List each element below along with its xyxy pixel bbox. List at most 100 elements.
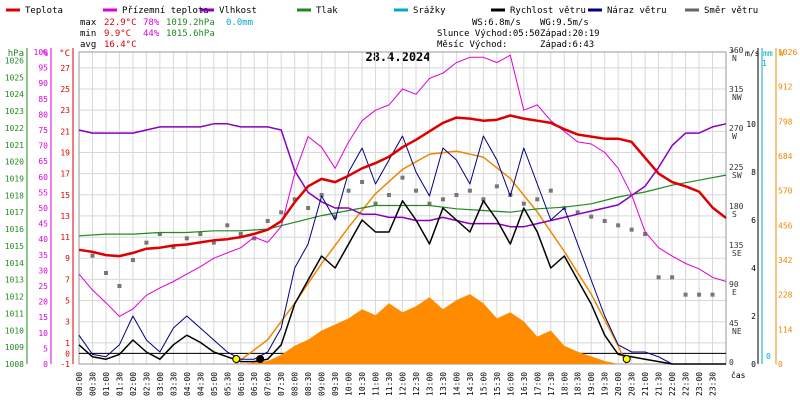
axis-mm-label: mm (763, 49, 773, 58)
x-tick-label: 16:00 (506, 372, 515, 396)
axis-hpa-tick: 1024 (5, 90, 24, 99)
wind-speed-line (78, 200, 726, 365)
axis-mm-tick: 1 (762, 59, 767, 68)
x-tick-label: 06:00 (237, 372, 246, 396)
x-tick-label: 00:30 (88, 372, 97, 396)
x-tick-label: 02:00 (129, 372, 138, 396)
axis-hpa-tick: 1012 (5, 293, 24, 302)
axis-pct-tick: 95 (38, 64, 48, 73)
axis-mm-tick: 0 (766, 352, 771, 361)
wind-direction-point (710, 292, 715, 297)
wind-direction-point (535, 197, 540, 202)
stat-min-label: min (80, 29, 96, 39)
wind-direction-point (333, 214, 338, 219)
stat-max-label: max (80, 18, 97, 28)
x-tick-label: 02:30 (142, 372, 151, 396)
axis-dir-compass: SE (732, 249, 742, 258)
axis-dir-tick: 0 (729, 358, 734, 367)
wind-direction-point (157, 232, 162, 236)
x-tick-label: 15:00 (479, 372, 488, 396)
legend-label-0: Teplota (25, 6, 63, 16)
axis-pct-tick: 15 (38, 313, 48, 322)
x-tick-label: 04:30 (196, 372, 205, 396)
axis-wm2-tick: 1026 (778, 48, 797, 57)
x-tick-label: 09:30 (331, 372, 340, 396)
axis-ms-tick: 4 (751, 264, 756, 273)
axis-pct-tick: 45 (38, 220, 48, 229)
axis-wm2-tick: 0 (778, 360, 783, 369)
legend-label-2: Vlhkost (219, 6, 257, 16)
stat-sunset: Západ:20:19 (540, 29, 600, 39)
wind-direction-point (117, 284, 122, 288)
axis-ms-tick: 6 (751, 216, 756, 225)
stat-min-hum: 44% (143, 29, 160, 39)
x-tick-label: 22:00 (668, 372, 677, 396)
axis-dir-compass: NW (732, 93, 742, 102)
x-tick-label: 14:00 (452, 372, 461, 396)
axis-hpa-tick: 1009 (5, 343, 24, 352)
axis-pct-tick: 75 (38, 126, 48, 135)
axis-pct-tick: 20 (38, 298, 48, 307)
solar-theory-curve (234, 150, 627, 365)
axis-dir-compass: NE (732, 327, 742, 336)
legend: Teplota Přízemní teplota Vlhkost Tlak Srážky… (6, 6, 758, 16)
wind-direction-point (643, 232, 648, 236)
axis-dir-compass: S (732, 210, 737, 219)
x-axis-label: čas (731, 370, 746, 380)
axis-temp-tick: 3 (65, 318, 70, 327)
axis-temp-tick: 23 (60, 106, 70, 115)
x-tick-label: 23:00 (695, 372, 704, 396)
wind-direction-point (319, 193, 324, 197)
stat-max-temp: 22.9°C (104, 18, 137, 28)
x-tick-label: 08:00 (291, 372, 300, 396)
axis-hpa-tick: 1015 (5, 242, 24, 251)
axis-hpa-tick: 1014 (5, 259, 24, 268)
x-tick-label: 07:30 (277, 372, 286, 396)
legend-label-7: Směr větru (704, 6, 758, 16)
axis-dir-tick: 90 (729, 280, 739, 289)
wind-direction-point (629, 227, 634, 232)
series-lines (78, 54, 727, 365)
x-tick-label: 13:30 (439, 372, 448, 396)
axis-dir-tick: 270 (729, 124, 744, 133)
axis-temp-tick: 27 (60, 64, 70, 73)
axis-temp-tick: 1 (65, 339, 70, 348)
wind-direction-point (387, 193, 392, 197)
axis-ms-tick: 2 (751, 312, 756, 321)
wind-direction-point (171, 245, 176, 249)
axis-dir-compass: N (732, 54, 737, 63)
axis-ms-label: m/s (745, 49, 760, 58)
wind-direction-point (602, 219, 607, 223)
wind-direction-point (211, 240, 216, 245)
x-tick-label: 23:30 (709, 372, 718, 396)
wind-direction-point (184, 236, 189, 241)
wind-direction-point (670, 275, 675, 280)
axis-pct-tick: 50 (38, 204, 48, 213)
axis-pct-tick: 80 (38, 110, 48, 119)
legend-label-5: Rychlost větru (510, 6, 586, 16)
legend-label-4: Srážky (413, 6, 446, 16)
x-tick-label: 04:00 (183, 372, 192, 396)
wind-direction-point (548, 188, 553, 193)
legend-label-1: Přízemní teplota (122, 6, 209, 16)
axis-dir-tick: 45 (729, 319, 739, 328)
wind-direction-point (346, 188, 351, 193)
stat-moonrise: Měsíc Východ: (437, 40, 507, 50)
axis-hpa-tick: 1018 (5, 191, 24, 200)
x-tick-label: 13:00 (425, 372, 434, 396)
wind-direction-point (454, 193, 459, 197)
x-tick-label: 10:30 (358, 372, 367, 396)
axis-temp-tick: -1 (60, 360, 70, 369)
axis-pct-tick: 85 (38, 95, 48, 104)
ground-temperature-line (78, 54, 727, 317)
sunset-marker (622, 355, 631, 363)
x-tick-label: 11:30 (385, 372, 394, 396)
wind-direction-point (481, 197, 486, 202)
x-tick-label: 03:00 (156, 372, 165, 396)
axis-temp-tick: 9 (65, 254, 70, 263)
wind-direction-point (130, 258, 135, 262)
x-tick-label: 21:00 (641, 372, 650, 396)
axis-dir-tick: 180 (729, 202, 744, 211)
axis-dir-label: ° (730, 49, 735, 58)
